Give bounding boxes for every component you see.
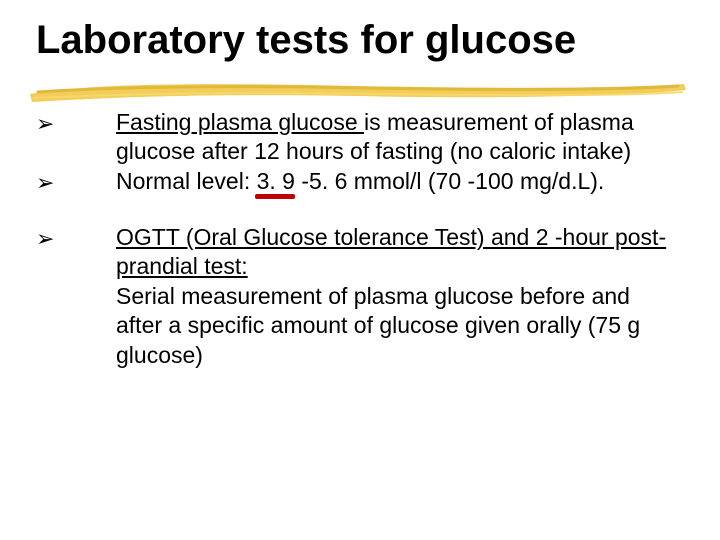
bullet-content-1: Fasting plasma glucose is measurement of…: [116, 108, 690, 167]
bullet-icon: ➢: [30, 108, 116, 138]
title-underline-decoration: [28, 78, 688, 106]
bullet-content-2: Normal level: 3. 9 -5. 6 mmol/l (70 -100…: [116, 167, 690, 196]
slide: Laboratory tests for glucose ➢ Fasting p…: [0, 0, 720, 540]
bullet-row-1: ➢ Fasting plasma glucose is measurement …: [30, 108, 690, 167]
bullet-row-2: ➢ Normal level: 3. 9 -5. 6 mmol/l (70 -1…: [30, 167, 690, 197]
red-underline-mark: [255, 194, 295, 199]
slide-body: ➢ Fasting plasma glucose is measurement …: [30, 108, 690, 370]
spacer: [30, 197, 690, 223]
fasting-plasma-glucose-term: Fasting plasma glucose: [116, 109, 364, 135]
normal-level-values: 3. 9 -5. 6 mmol/l (70 -100 mg/d.L).: [257, 168, 605, 194]
slide-title: Laboratory tests for glucose: [30, 18, 690, 62]
normal-level-label: Normal level:: [116, 168, 257, 194]
bullet-icon: ➢: [30, 223, 116, 253]
ogtt-term: OGTT (Oral Glucose tolerance Test) and 2…: [116, 224, 666, 279]
bullet-content-3: OGTT (Oral Glucose tolerance Test) and 2…: [116, 223, 690, 370]
ogtt-desc: Serial measurement of plasma glucose bef…: [116, 283, 640, 368]
bullet-icon: ➢: [30, 167, 116, 197]
bullet-row-3: ➢ OGTT (Oral Glucose tolerance Test) and…: [30, 223, 690, 370]
